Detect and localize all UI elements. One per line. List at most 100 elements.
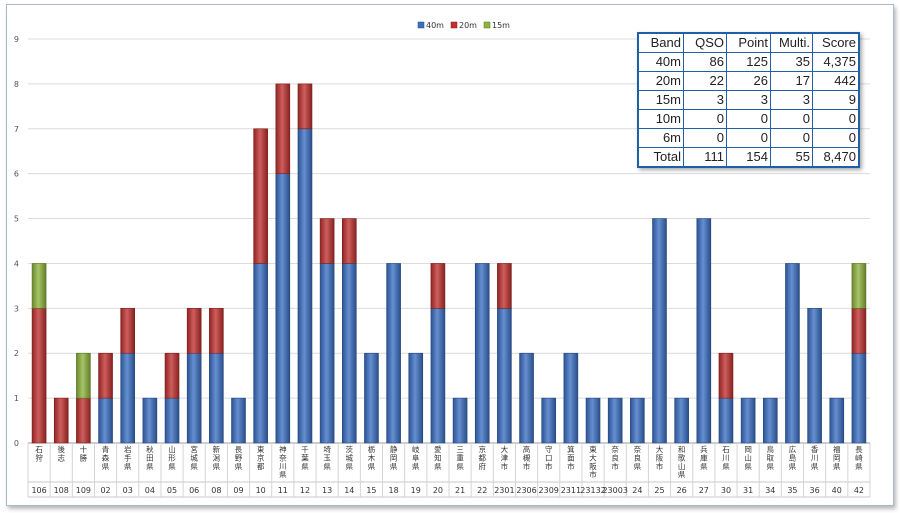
bar-20m [120, 308, 136, 354]
category-label-char: 県 [634, 462, 642, 471]
category-code-label: 19 [411, 486, 421, 495]
category-label-char: 箕 [567, 444, 575, 454]
bar-40m [164, 397, 180, 444]
bar-20m [297, 83, 313, 130]
category-label-char: 庫 [700, 452, 708, 462]
category-label-char: 十 [80, 444, 88, 454]
category-code-label: 31 [743, 486, 753, 495]
category-label-char: 知 [434, 452, 442, 462]
category-label-char: 野 [235, 453, 243, 462]
category-label-char: 宮 [190, 444, 198, 454]
cell-multi: 0 [770, 109, 813, 129]
table-row: 40m 86 125 35 4,375 [637, 52, 860, 72]
bar-40m [497, 308, 512, 444]
category-code-label: 23003 [602, 486, 627, 495]
category-label-char: 秋 [146, 444, 154, 454]
category-label-char: 阪 [589, 462, 597, 471]
category-code-label: 34 [765, 486, 775, 495]
header-point: Point [726, 32, 771, 53]
bar-20m [53, 397, 69, 444]
bar-20m [76, 397, 91, 444]
category-label-char: 良 [611, 452, 619, 462]
category-label: 鳥取県 [767, 444, 775, 471]
category-label: 香川県 [811, 444, 819, 471]
category-label-char: 島 [789, 452, 797, 462]
bar-40m [231, 397, 246, 444]
category-label-char: 県 [102, 462, 110, 471]
cell-multi: 17 [770, 71, 813, 91]
category-code-label: 10 [256, 486, 266, 495]
category-label-char: 大 [656, 444, 664, 454]
category-label-char: 川 [811, 453, 819, 462]
category-label-char: 手 [124, 452, 132, 462]
category-label: 石狩 [35, 445, 43, 462]
category-label-char: 津 [501, 453, 509, 462]
bar-20m [164, 352, 180, 399]
category-label-char: 三 [456, 445, 464, 454]
category-code-label: 06 [189, 486, 199, 495]
bar-20m [275, 83, 291, 174]
legend-swatch-15m [483, 21, 491, 29]
category-code-label: 12 [300, 486, 310, 495]
category-label-char: 潟 [213, 452, 221, 462]
category-label-char: 県 [789, 462, 797, 471]
category-label-char: 奈 [279, 452, 287, 462]
category-label-char: 勝 [80, 452, 88, 462]
category-label-char: 重 [456, 453, 464, 462]
category-label-char: 県 [434, 462, 442, 471]
category-label-char: 田 [146, 453, 154, 462]
y-tick-label: 5 [14, 215, 19, 224]
category-label: 兵庫県 [700, 444, 708, 471]
cell-band: 10m [637, 109, 684, 129]
category-label-char: 広 [789, 444, 797, 454]
category-label-char: 山 [168, 444, 176, 454]
category-label-char: 県 [235, 462, 243, 471]
category-label-char: 槻 [523, 452, 531, 462]
category-label-char: 川 [279, 462, 287, 471]
cell-multi: 55 [770, 147, 813, 168]
header-qso: QSO [683, 32, 727, 53]
category-code-label: 26 [677, 486, 687, 495]
bar-40m [474, 263, 490, 444]
cell-point: 0 [726, 128, 771, 148]
category-label: 高槻市 [523, 444, 531, 471]
bar-20m [31, 308, 47, 444]
category-label-char: 県 [146, 462, 154, 471]
bar-40m [364, 352, 379, 444]
category-label: 東京都 [257, 444, 265, 471]
legend-label: 20m [459, 21, 477, 30]
bar-40m [341, 263, 357, 444]
category-label-char: 玉 [323, 453, 331, 462]
category-label-char: 歌 [678, 452, 686, 462]
category-label: 新潟県 [213, 444, 221, 471]
bar-40m [120, 352, 136, 444]
bar-15m [31, 263, 47, 309]
category-label-char: 市 [656, 461, 664, 471]
category-label-char: 市 [501, 461, 509, 471]
category-code-label: 106 [31, 486, 46, 495]
category-label-char: 香 [811, 444, 819, 454]
category-label-char: 森 [102, 452, 110, 462]
category-code-label: 04 [145, 486, 155, 495]
category-label-char: 市 [589, 469, 597, 479]
category-code-label: 21 [455, 486, 465, 495]
category-label: 三重県 [456, 445, 464, 471]
category-label-char: 県 [346, 462, 354, 471]
category-code-label: 27 [699, 486, 709, 495]
category-label-char: 兵 [700, 444, 708, 454]
category-label-char: 長 [855, 445, 863, 454]
cell-score: 0 [812, 128, 860, 148]
bar-40m [851, 352, 867, 444]
bar-40m [563, 352, 579, 444]
category-label-char: 守 [545, 444, 553, 454]
category-label-char: 阜 [412, 452, 420, 462]
category-code-label: 2301 [494, 486, 514, 495]
category-label-char: 県 [456, 462, 464, 471]
bar-40m [452, 397, 468, 444]
y-tick-label: 1 [14, 394, 19, 403]
category-code-label: 14 [344, 486, 354, 495]
y-tick-label: 0 [14, 439, 19, 448]
bar-40m [142, 397, 158, 444]
cell-score: 8,470 [812, 147, 860, 168]
